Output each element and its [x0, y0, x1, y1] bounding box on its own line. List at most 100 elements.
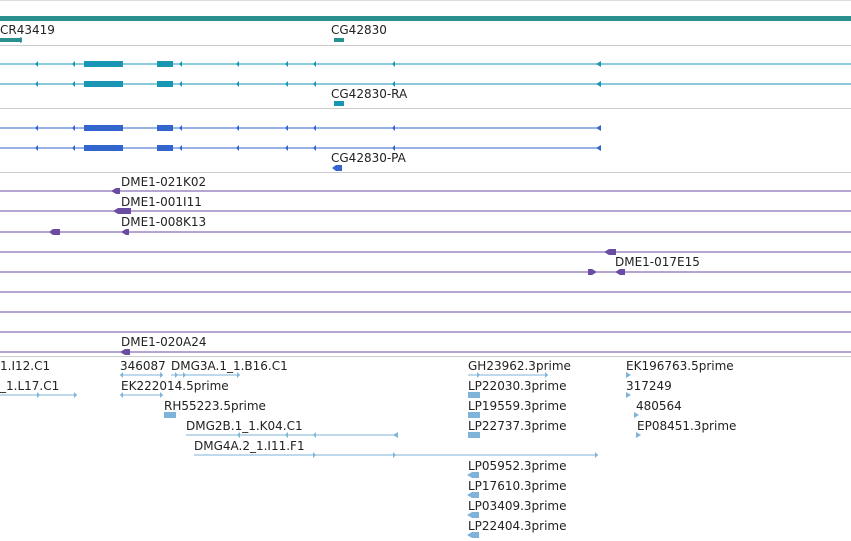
clone-label[interactable]: DME1-021K02 — [121, 175, 207, 189]
exon-feature[interactable] — [84, 81, 123, 87]
exon-feature[interactable] — [84, 145, 123, 151]
est-label[interactable]: RH55223.5prime — [164, 399, 266, 413]
exon-feature-end[interactable] — [596, 61, 601, 67]
est-label[interactable]: _1.L17.C1 — [0, 379, 60, 393]
gene-feature-end[interactable] — [20, 37, 22, 43]
strand-arrow-left — [179, 145, 182, 151]
strand-arrow-right — [313, 452, 316, 458]
strand-arrow-left — [392, 81, 395, 87]
strand-arrow-left — [72, 145, 75, 151]
est-feature[interactable] — [467, 472, 479, 478]
est-label[interactable]: 480564 — [636, 399, 682, 413]
clone-feature[interactable] — [120, 349, 130, 355]
est-label[interactable]: LP22737.3prime — [468, 419, 567, 433]
strand-arrow-left — [285, 81, 288, 87]
est-label[interactable]: GH23962.3prime — [468, 359, 571, 373]
est-label[interactable]: LP19559.3prime — [468, 399, 567, 413]
transcript-label-pa[interactable]: CG42830-PA — [331, 151, 406, 165]
strand-arrow-left — [72, 81, 75, 87]
strand-arrow-left — [179, 61, 182, 67]
strand-arrow-right — [37, 392, 40, 398]
exon-feature-end[interactable] — [596, 81, 601, 87]
est-label[interactable]: DMG2B.1_1.K04.C1 — [186, 419, 303, 433]
strand-arrow-left — [313, 145, 316, 151]
est-feature[interactable] — [164, 412, 176, 418]
strand-arrow-left — [313, 432, 316, 438]
est-label[interactable]: LP05952.3prime — [468, 459, 567, 473]
strand-arrow-left — [285, 61, 288, 67]
gene-feature-cr43419[interactable] — [0, 38, 20, 42]
strand-arrow-right — [175, 372, 178, 378]
strand-arrow-right — [477, 372, 480, 378]
exon-feature-end[interactable] — [596, 145, 601, 151]
exon-feature[interactable] — [84, 125, 123, 131]
est-label[interactable]: EK222014.5prime — [121, 379, 229, 393]
est-feature[interactable] — [467, 532, 479, 538]
exon-feature-end[interactable] — [596, 125, 601, 131]
est-label[interactable]: 1.I12.C1 — [0, 359, 51, 373]
strand-arrow-left — [35, 81, 38, 87]
est-feature[interactable] — [636, 432, 641, 438]
strand-arrow-left — [72, 125, 75, 131]
est-label[interactable]: LP17610.3prime — [468, 479, 567, 493]
est-feature[interactable] — [634, 412, 639, 418]
exon-feature[interactable] — [157, 61, 173, 67]
est-feature[interactable] — [468, 432, 480, 438]
est-label[interactable]: LP22030.3prime — [468, 379, 567, 393]
clone-feature[interactable] — [111, 188, 120, 194]
est-feature[interactable] — [626, 372, 631, 378]
strand-arrow-left — [285, 432, 288, 438]
cds-feature[interactable] — [332, 165, 342, 171]
clone-feature[interactable] — [113, 208, 131, 214]
strand-arrow-left — [35, 145, 38, 151]
est-feature[interactable] — [467, 512, 479, 518]
clone-feature[interactable] — [49, 229, 60, 235]
clone-feature[interactable] — [121, 229, 129, 235]
strand-arrow-left — [179, 125, 182, 131]
strand-arrow-right — [183, 372, 186, 378]
gene-label-cg42830[interactable]: CG42830 — [331, 23, 387, 37]
strand-arrow-left — [236, 81, 239, 87]
est-feature[interactable] — [468, 412, 480, 418]
strand-arrow-right — [237, 372, 240, 378]
est-label[interactable]: EK196763.5prime — [626, 359, 734, 373]
strand-arrow-left — [236, 125, 239, 131]
est-feature[interactable] — [393, 432, 398, 438]
exon-feature[interactable] — [157, 125, 173, 131]
strand-arrow-right — [545, 372, 548, 378]
est-feature[interactable] — [468, 392, 480, 398]
est-label[interactable]: LP22404.3prime — [468, 519, 567, 533]
strand-arrow-left — [285, 125, 288, 131]
est-feature[interactable] — [467, 492, 479, 498]
est-feature[interactable] — [626, 392, 631, 398]
est-label[interactable]: DMG4A.2_1.I11.F1 — [194, 439, 305, 453]
track-separator — [0, 172, 851, 173]
clone-label[interactable]: DME1-008K13 — [121, 215, 207, 229]
clone-feature[interactable] — [588, 269, 597, 275]
strand-arrow-left — [313, 61, 316, 67]
clone-label[interactable]: DME1-017E15 — [615, 255, 700, 269]
est-label[interactable]: LP03409.3prime — [468, 499, 567, 513]
transcript-label-ra[interactable]: CG42830-RA — [331, 87, 408, 101]
gene-feature-bar[interactable] — [0, 16, 851, 21]
exon-feature[interactable] — [157, 145, 173, 151]
clone-label[interactable]: DME1-020A24 — [121, 335, 207, 349]
est-label[interactable]: 317249 — [626, 379, 672, 393]
top-border — [0, 0, 851, 1]
est-label[interactable]: EP08451.3prime — [637, 419, 737, 433]
est-label[interactable]: DMG3A.1_1.B16.C1 — [171, 359, 288, 373]
cds-feature[interactable] — [334, 101, 344, 106]
gene-label-cr43419[interactable]: CR43419 — [0, 23, 55, 37]
clone-label[interactable]: DME1-001I11 — [121, 195, 202, 209]
clone-feature[interactable] — [615, 269, 625, 275]
gene-feature-cg42830[interactable] — [334, 38, 344, 42]
exon-feature[interactable] — [157, 81, 173, 87]
strand-arrow-left — [392, 125, 395, 131]
exon-feature[interactable] — [84, 61, 123, 67]
strand-arrow-left — [236, 145, 239, 151]
est-label[interactable]: 346087 — [120, 359, 166, 373]
track-separator — [0, 45, 851, 46]
clone-feature[interactable] — [604, 249, 616, 255]
